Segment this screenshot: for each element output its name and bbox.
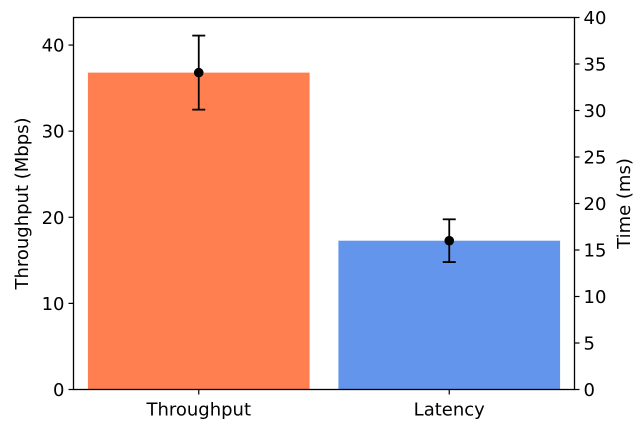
right-tick-label: 35 [584,55,607,76]
right-tick-label: 15 [584,241,607,262]
left-tick-label: 20 [42,208,65,229]
right-tick-label: 5 [584,334,595,355]
right-tick-label: 40 [584,8,607,29]
bar-latency [338,240,561,390]
x-tick-label: Throughput [145,400,251,421]
x-axis: Throughput Latency [145,389,485,421]
right-tick-label: 25 [584,148,607,169]
left-tick-label: 10 [42,294,65,315]
right-tick-label: 20 [584,194,607,215]
mean-marker-latency [444,235,455,246]
left-tick-label: 30 [42,122,65,143]
left-y-axis: 0 10 20 30 40 [42,36,74,401]
errorbars-layer [192,34,456,263]
right-tick-label: 0 [584,380,595,401]
right-tick-label: 30 [584,101,607,122]
x-tick-label: Latency [414,400,485,421]
left-tick-label: 0 [53,380,64,401]
right-y-axis: 0 5 10 15 20 25 30 35 40 [574,8,607,401]
bars-layer [87,72,561,390]
bar-throughput [87,72,310,390]
left-tick-label: 40 [42,36,65,57]
mean-marker-throughput [193,67,204,78]
left-axis-label: Throughput (Mbps) [12,117,33,290]
right-tick-label: 10 [584,287,607,308]
right-axis-label: Time (ms) [614,158,633,250]
